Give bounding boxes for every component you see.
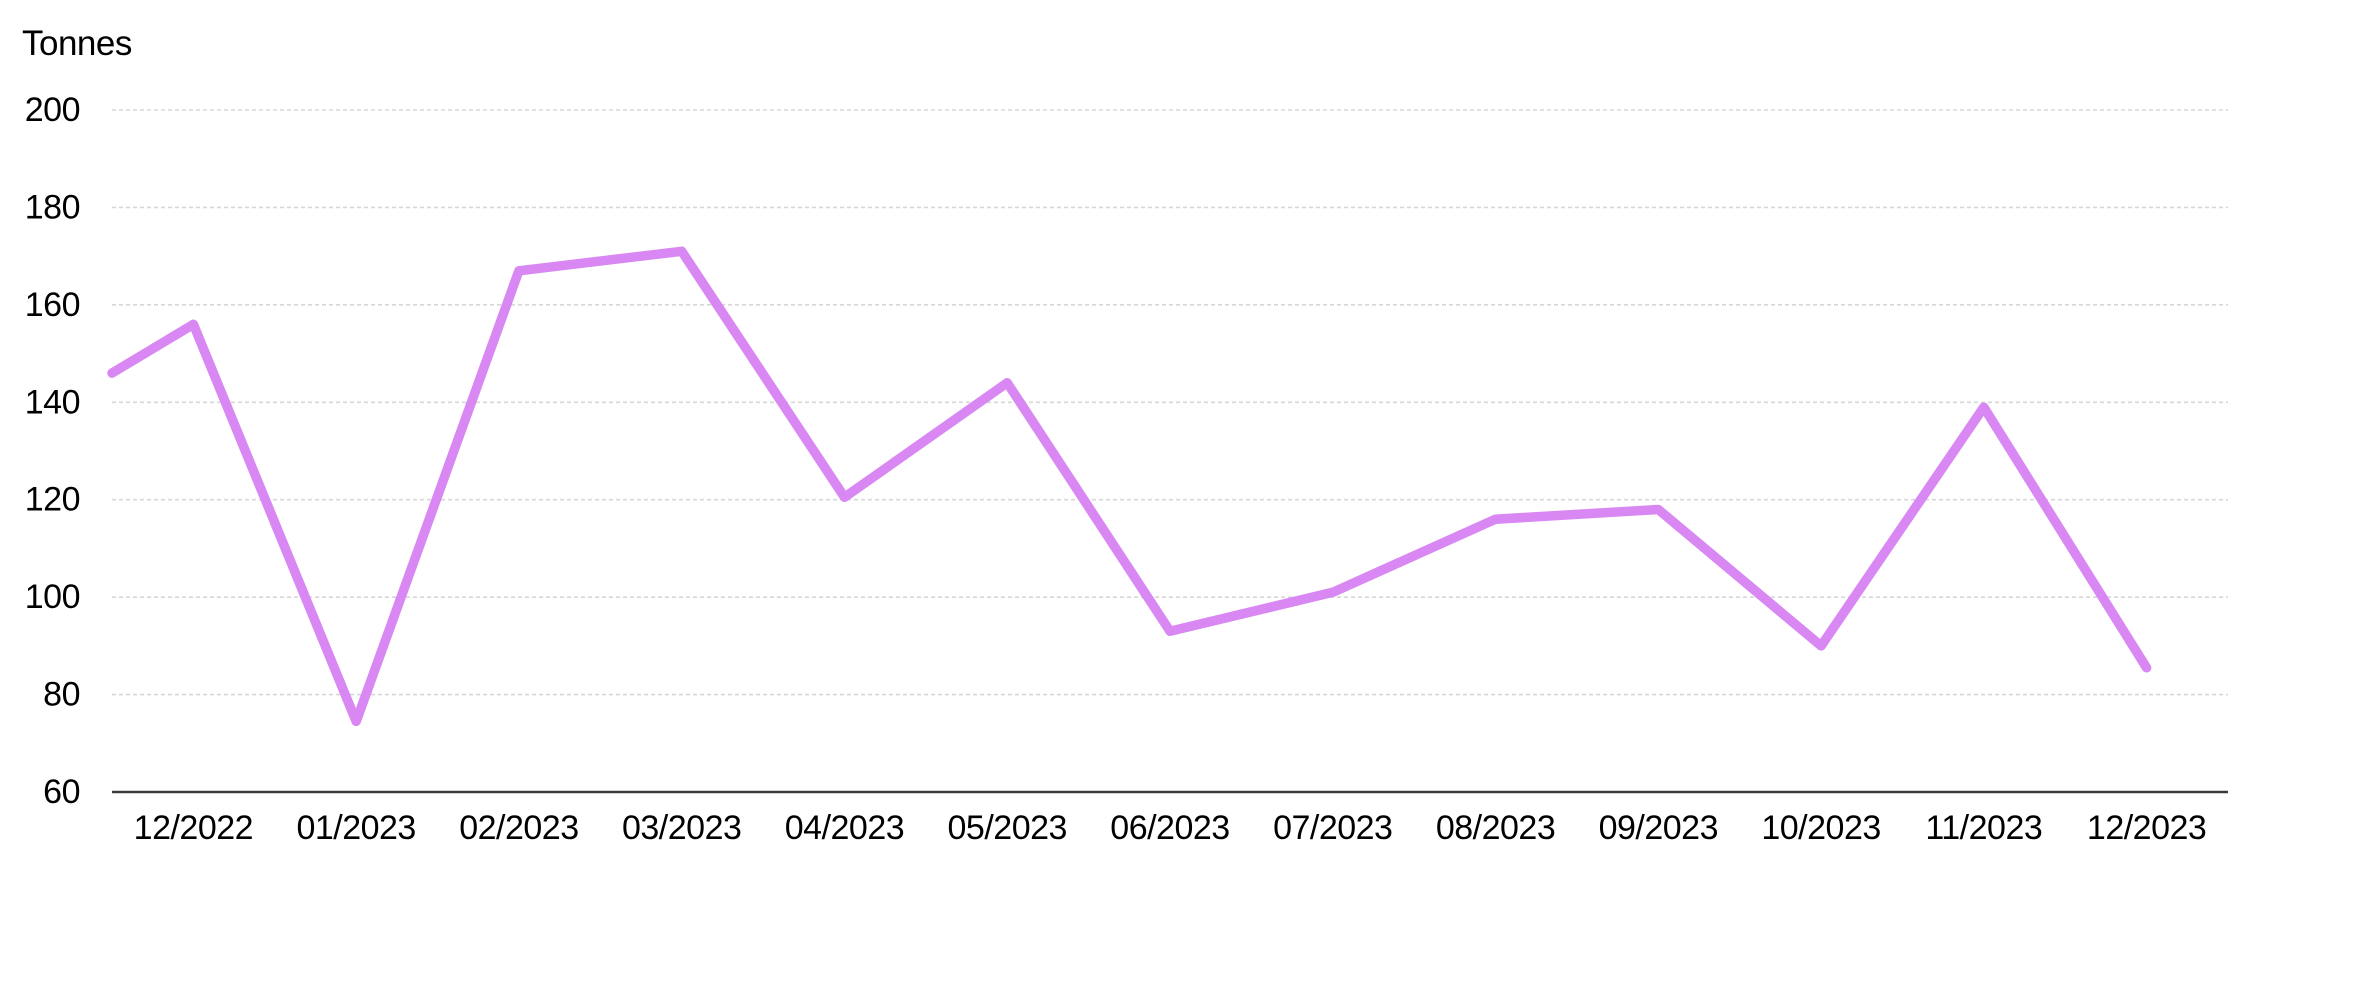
x-tick-label: 12/2023 [2087, 809, 2206, 847]
y-tick-label: 60 [43, 773, 80, 811]
y-tick-label: 200 [25, 91, 80, 129]
y-tick-label: 140 [25, 383, 80, 421]
y-tick-label: 180 [25, 188, 80, 226]
y-tick-label: 120 [25, 481, 80, 519]
x-tick-label: 08/2023 [1436, 809, 1555, 847]
y-tick-label: 160 [25, 286, 80, 324]
x-tick-label: 01/2023 [296, 809, 415, 847]
y-axis-title: Tonnes [22, 24, 132, 63]
x-tick-label: 05/2023 [948, 809, 1067, 847]
x-tick-label: 09/2023 [1599, 809, 1718, 847]
y-tick-label: 100 [25, 578, 80, 616]
x-tick-label: 03/2023 [622, 809, 741, 847]
x-tick-label: 04/2023 [785, 809, 904, 847]
x-tick-label: 07/2023 [1273, 809, 1392, 847]
x-tick-label: 02/2023 [459, 809, 578, 847]
x-tick-label: 11/2023 [1925, 809, 2042, 847]
series-line [107, 246, 2152, 727]
x-tick-label: 12/2022 [134, 809, 253, 847]
x-tick-label: 10/2023 [1761, 809, 1880, 847]
x-tick-label: 06/2023 [1110, 809, 1229, 847]
y-tick-label: 80 [43, 676, 80, 714]
